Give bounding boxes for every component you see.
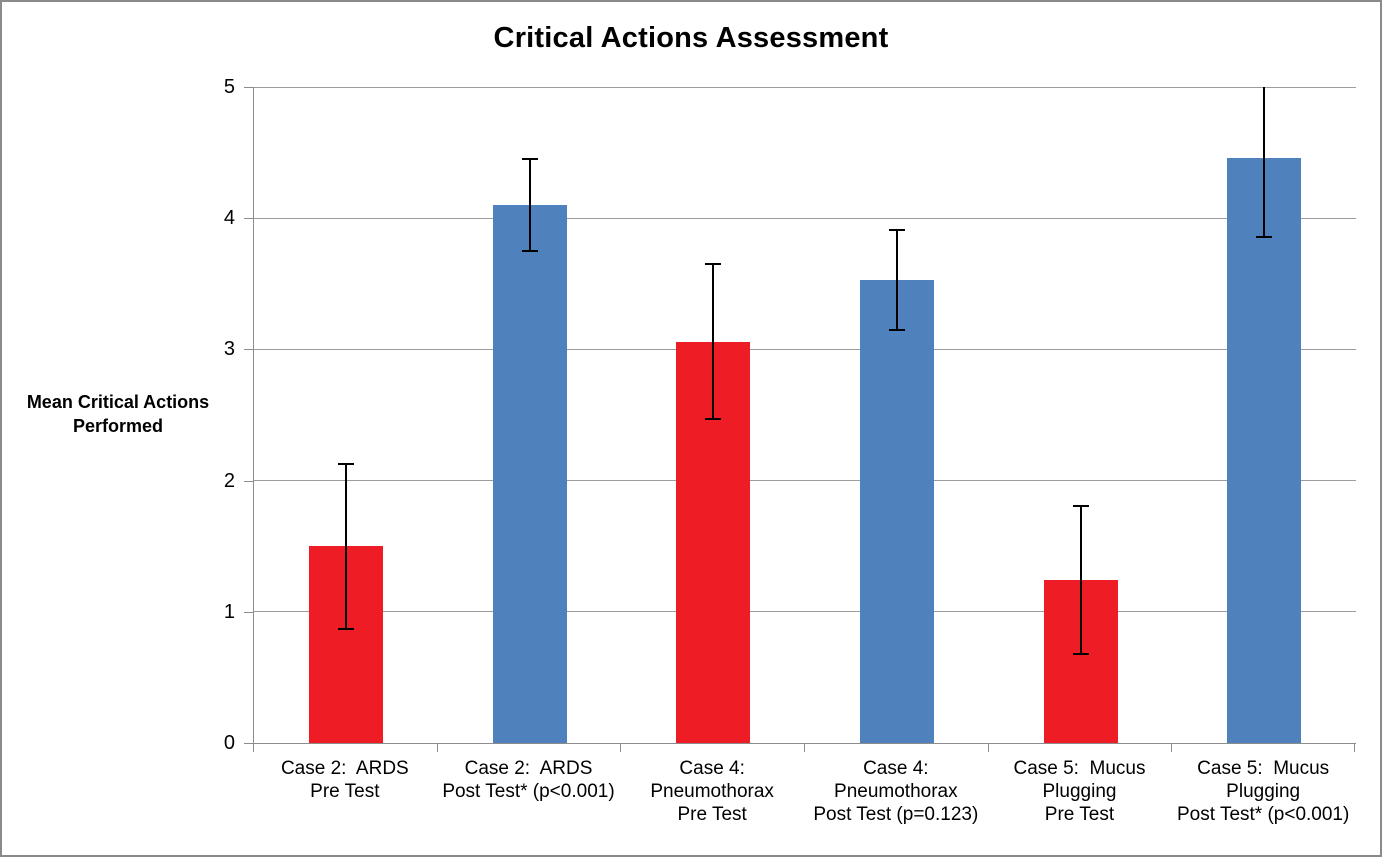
y-axis-tick-label: 2 <box>223 469 235 492</box>
error-bar-line <box>895 230 898 330</box>
gridline-5 <box>254 86 1356 88</box>
x-axis-tick-mark <box>620 744 621 752</box>
x-category-label: Case 4: Pneumothorax Pre Test <box>650 758 774 825</box>
bar-post_test-2 <box>492 205 567 743</box>
error-bar-line <box>712 264 715 419</box>
y-axis-tick-label: 1 <box>223 600 235 623</box>
x-axis-tick-mark <box>1354 744 1355 752</box>
bar-post_test-4 <box>859 279 934 743</box>
gridline-1 <box>254 611 1356 613</box>
x-category-label: Case 2: ARDS Post Test* (p<0.001) <box>442 758 615 802</box>
x-axis-tick-mark <box>1171 744 1172 752</box>
error-bar-cap-bottom <box>337 627 354 630</box>
error-bar-cap-bottom <box>1072 652 1089 655</box>
gridline-2 <box>254 480 1356 482</box>
y-axis-tick-label: 0 <box>223 732 235 754</box>
x-axis-tick-mark <box>437 744 438 752</box>
y-axis-tick-mark <box>244 743 253 744</box>
y-axis-tick-label: 4 <box>223 207 235 230</box>
error-bar-cap-top <box>521 158 538 161</box>
gridline-3 <box>254 348 1356 350</box>
x-axis-tick-mark <box>804 744 805 752</box>
gridline-4 <box>254 217 1356 219</box>
error-bar-cap-bottom <box>1256 235 1273 238</box>
x-category-label: Case 5: Mucus Plugging Pre Test <box>1013 758 1146 825</box>
error-bar-line <box>1263 87 1266 237</box>
chart-title: Critical Actions Assessment <box>493 22 889 54</box>
y-axis-tick-label: 5 <box>223 76 235 98</box>
error-bar-cap-top <box>337 462 354 465</box>
y-axis-title: Mean Critical Actions Performed <box>26 392 210 436</box>
error-bar-cap-top <box>705 263 722 266</box>
error-bar-cap-bottom <box>705 417 722 420</box>
y-axis-tick-mark <box>244 480 253 482</box>
error-bar-cap-top <box>1072 504 1089 507</box>
error-bar-cap-bottom <box>888 328 905 331</box>
error-bar-line <box>1079 505 1082 654</box>
bar-post_test-6 <box>1227 157 1302 743</box>
x-axis-tick-mark <box>988 744 989 752</box>
error-bar-cap-bottom <box>521 250 538 252</box>
y-axis-tick-mark <box>244 611 253 613</box>
error-bar-line <box>528 159 531 251</box>
y-axis-tick-mark <box>244 87 253 88</box>
error-bar-line <box>344 463 347 629</box>
error-bar-cap-top <box>888 229 905 231</box>
y-axis-tick-mark <box>244 349 253 351</box>
x-category-label: Case 5: Mucus Plugging Post Test* (p<0.0… <box>1176 758 1350 825</box>
plot-area <box>253 86 1356 744</box>
y-axis-tick-label: 3 <box>223 338 235 361</box>
y-axis-tick-mark <box>244 218 253 220</box>
x-category-label: Case 4: Pneumothorax Post Test (p=0.123) <box>813 758 979 825</box>
x-category-label: Case 2: ARDS Pre Test <box>280 758 409 802</box>
x-axis-tick-mark <box>253 744 254 752</box>
